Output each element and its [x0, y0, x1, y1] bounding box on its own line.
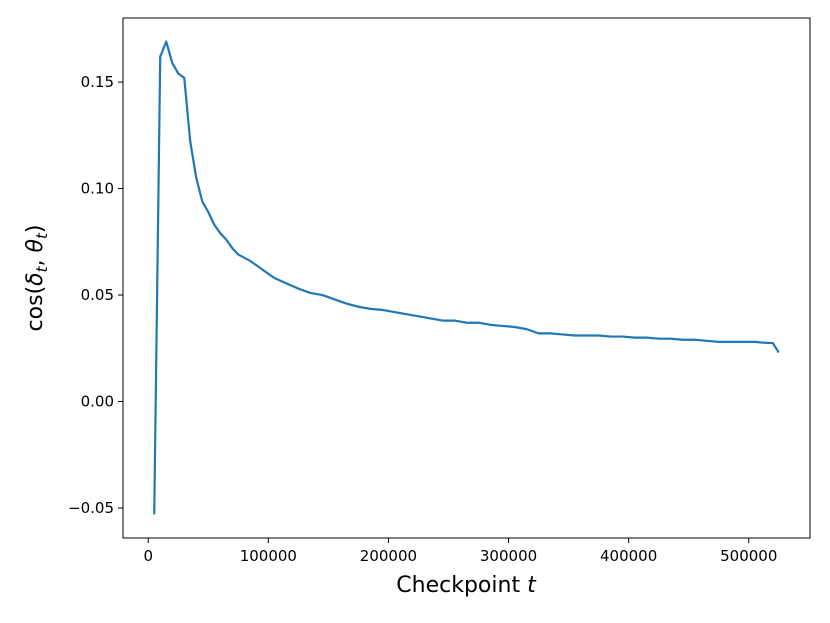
y-axis-label: cos(δt, θt): [23, 225, 51, 332]
y-label-part: θ: [23, 238, 48, 252]
x-axis-label: Checkpoint t: [396, 573, 537, 598]
y-label-part: ,: [23, 252, 48, 266]
y-tick-label: 0.00: [81, 393, 114, 411]
x-label-part: Checkpoint: [396, 573, 527, 598]
y-tick-label: −0.05: [68, 499, 114, 517]
y-tick-label: 0.10: [81, 180, 114, 198]
y-label-part: δ: [23, 272, 48, 285]
data-line: [153, 40, 780, 515]
y-label-part: cos(: [23, 286, 48, 332]
axes-frame: [122, 17, 811, 539]
y-tick-label: 0.15: [81, 73, 114, 91]
y-label-part: ): [23, 225, 48, 234]
x-tick-label: 300000: [480, 547, 537, 565]
x-label-part: t: [527, 573, 537, 598]
x-tick-label: 100000: [240, 547, 297, 565]
y-label-part: t: [33, 232, 51, 239]
y-label-part: t: [33, 265, 51, 272]
x-tick-label: 200000: [360, 547, 417, 565]
y-tick-label: 0.05: [81, 286, 114, 304]
x-tick-label: 500000: [720, 547, 777, 565]
x-tick-label: 0: [143, 547, 153, 565]
x-tick-label: 400000: [600, 547, 657, 565]
